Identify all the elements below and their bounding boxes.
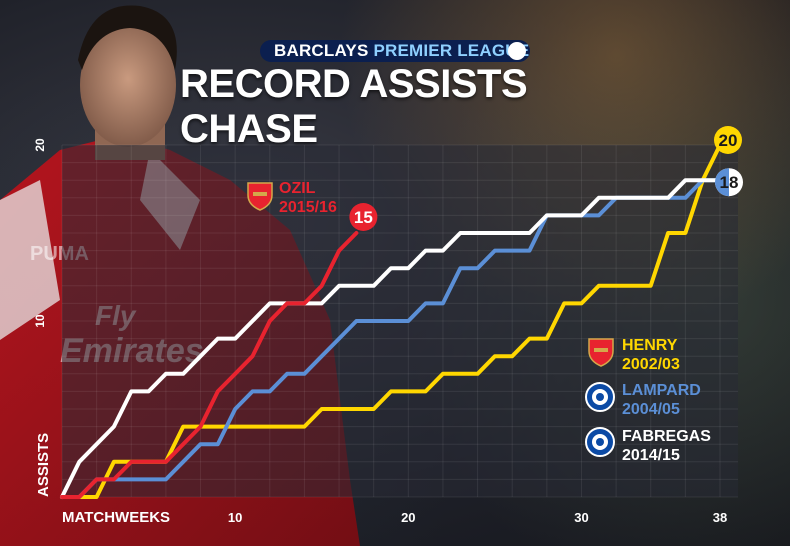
legend-lampard-name: LAMPARD: [622, 382, 701, 399]
arsenal-crest-icon-cannon: [253, 192, 267, 196]
badge-henry-circle: [714, 126, 742, 154]
y-tick-label: 10: [33, 314, 47, 328]
legend-fabregas-season: 2014/15: [622, 447, 680, 464]
legend-henry-season: 2002/03: [622, 356, 680, 373]
series-line-fabregas: [60, 178, 722, 499]
arsenal-crest-icon-shield: [247, 182, 273, 211]
legend-ozil-season: 2015/16: [279, 199, 337, 216]
y-tick-label: 20: [33, 138, 47, 152]
badge-ozil-circle: [349, 203, 378, 231]
premier-league-brand: BARCLAYS PREMIER LEAGUE: [260, 40, 530, 62]
legend-ozil-name: OZIL: [279, 180, 316, 197]
badge-henry-label: 20: [719, 131, 738, 150]
badge-lampard-fabregas: 18: [715, 168, 743, 197]
arsenal-crest-henry-icon-cannon: [594, 348, 608, 352]
x-tick-label: 38: [713, 510, 727, 525]
chart-title: RECORD ASSISTS CHASE: [180, 62, 528, 151]
badge-ozil-label: 15: [354, 208, 373, 227]
badge-henry: 20: [714, 126, 742, 154]
chelsea-crest-fabregas-icon: [585, 427, 615, 457]
arsenal-crest-henry-icon: [588, 338, 614, 367]
brand-barclays: BARCLAYS: [274, 41, 369, 60]
x-tick-label: 30: [574, 510, 588, 525]
chelsea-crest-fabregas-icon-lion: [596, 438, 604, 446]
badge-ozil: 15: [349, 203, 378, 231]
chelsea-crest-lampard-icon-lion: [596, 393, 604, 401]
series-line-lampard: [60, 178, 722, 499]
legend-henry-name: HENRY: [622, 337, 678, 354]
badge-lampard-fabregas-label: 18: [720, 173, 739, 192]
legend-lampard-season: 2004/05: [622, 401, 680, 418]
x-tick-label: 20: [401, 510, 415, 525]
brand-premier-league: PREMIER LEAGUE: [373, 41, 530, 60]
premier-league-lion-icon: [508, 42, 526, 60]
y-axis-label: ASSISTS: [35, 433, 52, 497]
x-axis-label: MATCHWEEKS: [62, 509, 170, 526]
legend-fabregas-name: FABREGAS: [622, 428, 711, 445]
badge-lampard-fabregas-half: [715, 168, 729, 197]
arsenal-crest-icon: [247, 182, 273, 211]
series-line-ozil: [60, 231, 359, 499]
arsenal-crest-henry-icon-shield: [588, 338, 614, 367]
series-line-henry: [60, 143, 722, 499]
chelsea-crest-lampard-icon: [585, 382, 615, 412]
x-tick-label: 10: [228, 510, 242, 525]
grid: [61, 144, 738, 498]
